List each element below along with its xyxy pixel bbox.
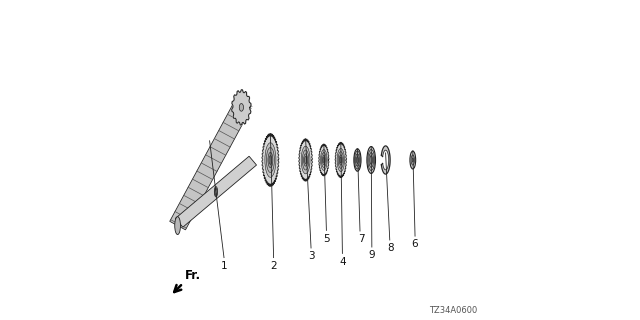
Ellipse shape — [268, 152, 273, 168]
Ellipse shape — [214, 187, 218, 197]
Ellipse shape — [323, 157, 324, 163]
Ellipse shape — [239, 104, 243, 111]
Polygon shape — [170, 100, 251, 230]
Text: 1: 1 — [221, 261, 227, 271]
Ellipse shape — [367, 147, 376, 173]
Ellipse shape — [369, 153, 374, 167]
Ellipse shape — [321, 150, 327, 170]
Ellipse shape — [354, 149, 361, 171]
Text: 2: 2 — [270, 261, 277, 271]
Text: TZ34A0600: TZ34A0600 — [429, 306, 477, 315]
Polygon shape — [299, 139, 312, 181]
Text: 3: 3 — [308, 251, 314, 261]
Ellipse shape — [410, 151, 415, 169]
Polygon shape — [335, 142, 346, 178]
Ellipse shape — [368, 149, 374, 171]
Ellipse shape — [370, 156, 372, 164]
Ellipse shape — [266, 148, 275, 172]
Ellipse shape — [175, 217, 180, 235]
Polygon shape — [175, 156, 257, 227]
Text: 6: 6 — [412, 239, 419, 249]
Ellipse shape — [269, 156, 272, 164]
Ellipse shape — [340, 157, 342, 163]
Ellipse shape — [355, 151, 360, 169]
Ellipse shape — [303, 154, 308, 166]
Ellipse shape — [214, 188, 217, 196]
Ellipse shape — [412, 158, 413, 162]
Polygon shape — [381, 146, 390, 174]
Text: 5: 5 — [323, 234, 330, 244]
Ellipse shape — [356, 157, 358, 163]
Ellipse shape — [337, 148, 344, 172]
Polygon shape — [262, 134, 279, 186]
Ellipse shape — [338, 152, 344, 168]
Ellipse shape — [411, 155, 415, 165]
Text: 4: 4 — [339, 257, 346, 267]
Ellipse shape — [323, 156, 325, 164]
Text: 8: 8 — [387, 243, 394, 252]
Ellipse shape — [339, 155, 342, 165]
Polygon shape — [232, 90, 251, 125]
Ellipse shape — [303, 150, 308, 170]
Text: Fr.: Fr. — [185, 269, 201, 282]
Ellipse shape — [215, 189, 217, 195]
Ellipse shape — [355, 154, 360, 166]
Ellipse shape — [305, 156, 307, 164]
Ellipse shape — [265, 143, 276, 177]
Ellipse shape — [321, 153, 326, 167]
Polygon shape — [319, 144, 329, 176]
Text: 7: 7 — [358, 234, 364, 244]
Text: 9: 9 — [369, 250, 375, 260]
Ellipse shape — [301, 146, 310, 174]
